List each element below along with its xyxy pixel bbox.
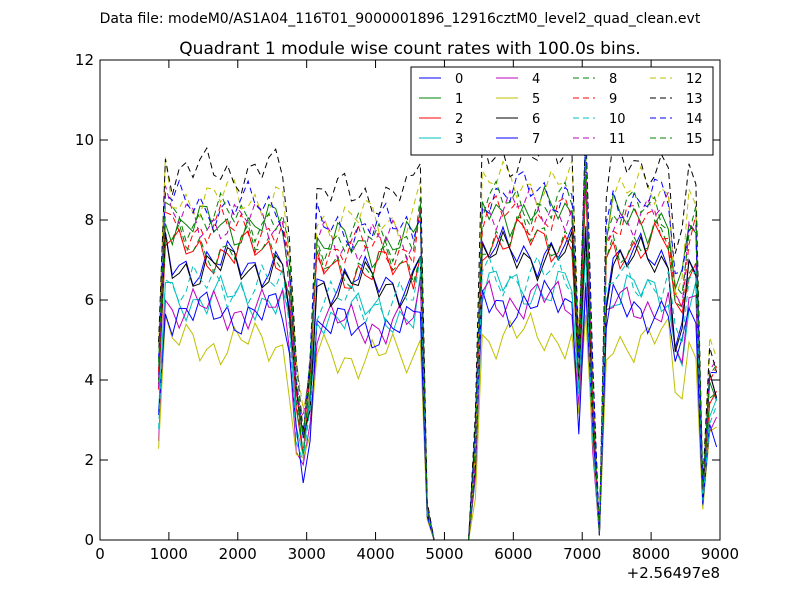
legend-label-10: 10 (609, 112, 626, 127)
legend-label-15: 15 (686, 132, 703, 147)
x-tick-label: 6000 (494, 545, 532, 563)
legend-label-0: 0 (455, 72, 463, 87)
series-line-14 (158, 132, 717, 540)
y-tick-label: 6 (84, 291, 94, 309)
series-line-11 (158, 168, 718, 540)
x-tick-label: 8000 (632, 545, 670, 563)
x-axis-offset-label: +2.56497e8 (627, 564, 720, 582)
series-line-9 (158, 163, 718, 540)
legend-label-12: 12 (686, 72, 703, 87)
x-tick-label: 0 (95, 545, 105, 563)
y-tick-label: 2 (84, 451, 94, 469)
series-line-8 (158, 178, 717, 540)
series-layer (158, 124, 718, 540)
legend-label-3: 3 (455, 132, 463, 147)
x-tick-label: 1000 (150, 545, 188, 563)
x-tick-label: 3000 (288, 545, 326, 563)
x-tick-label: 4000 (356, 545, 394, 563)
legend-label-11: 11 (609, 132, 626, 147)
legend-label-7: 7 (532, 132, 540, 147)
series-line-5 (158, 311, 717, 540)
series-line-13 (158, 124, 718, 540)
chart-suptitle: Data file: modeM0/AS1A04_116T01_90000018… (100, 11, 701, 27)
series-line-7 (158, 279, 718, 540)
legend-label-14: 14 (686, 112, 703, 127)
legend-label-13: 13 (686, 92, 703, 107)
series-line-15 (158, 149, 718, 540)
y-tick-label: 12 (75, 51, 94, 69)
y-tick-label: 4 (84, 371, 94, 389)
x-tick-label: 9000 (701, 545, 739, 563)
x-tick-label: 7000 (563, 545, 601, 563)
chart-title: Quadrant 1 module wise count rates with … (179, 39, 640, 59)
series-line-10 (158, 251, 718, 540)
legend-label-1: 1 (455, 92, 463, 107)
legend-label-6: 6 (532, 112, 540, 127)
axes-layer: 0 1000 2000 3000 4000 5000 6000 7000 8000 9000 0 2 4… (75, 51, 739, 563)
y-tick-label: 8 (84, 211, 94, 229)
series-line-12 (158, 154, 718, 540)
x-tick-label: 2000 (219, 545, 257, 563)
series-line-0 (158, 225, 718, 540)
y-tick-label: 0 (84, 531, 94, 549)
legend-label-9: 9 (609, 92, 617, 107)
x-tick-label: 5000 (425, 545, 463, 563)
series-line-4 (158, 279, 718, 540)
legend-box (410, 66, 714, 156)
legend-label-5: 5 (532, 92, 540, 107)
y-tick-label: 10 (75, 131, 94, 149)
series-line-3 (158, 245, 718, 540)
legend-label-2: 2 (455, 112, 463, 127)
series-line-1 (158, 179, 718, 540)
series-line-6 (158, 230, 718, 540)
legend-label-4: 4 (532, 72, 540, 87)
legend-label-8: 8 (609, 72, 617, 87)
